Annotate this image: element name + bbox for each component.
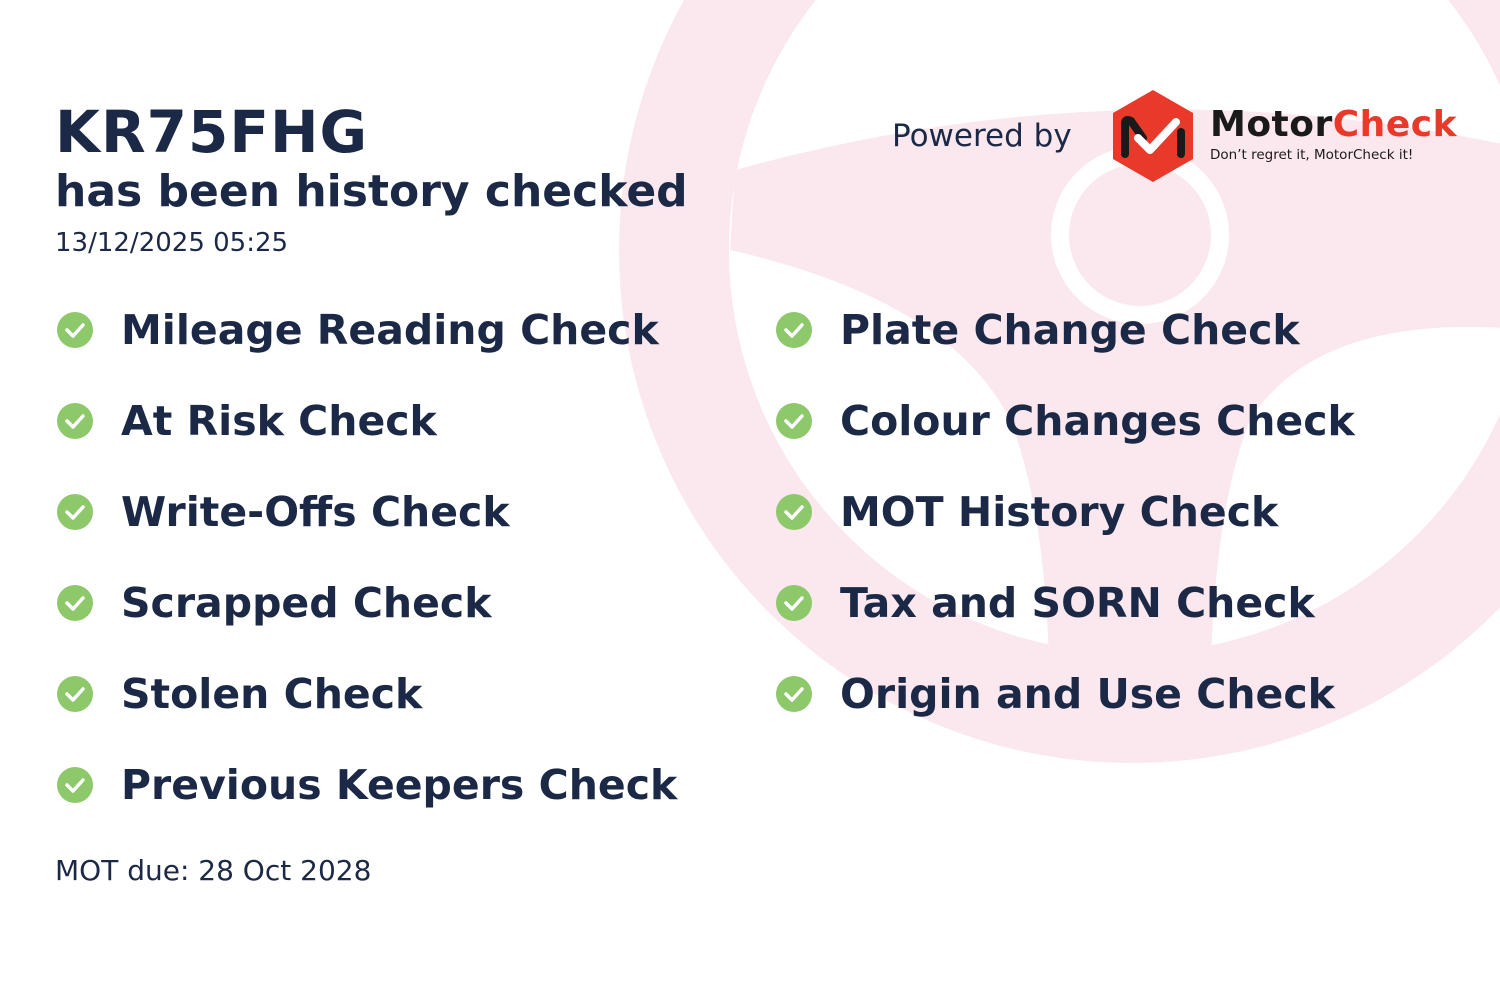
check-circle-icon (776, 312, 812, 348)
check-item: At Risk Check (57, 397, 437, 445)
check-circle-icon (57, 676, 93, 712)
check-label: Origin and Use Check (840, 670, 1335, 718)
check-label: At Risk Check (121, 397, 437, 445)
check-item: Previous Keepers Check (57, 761, 677, 809)
check-item: Origin and Use Check (776, 670, 1335, 718)
check-item: Plate Change Check (776, 306, 1300, 354)
check-item: Stolen Check (57, 670, 422, 718)
check-circle-icon (776, 585, 812, 621)
check-label: Write-Offs Check (121, 488, 510, 536)
mot-due-date: MOT due: 28 Oct 2028 (55, 854, 372, 887)
check-label: Scrapped Check (121, 579, 492, 627)
check-label: Mileage Reading Check (121, 306, 659, 354)
check-circle-icon (776, 403, 812, 439)
check-item: Colour Changes Check (776, 397, 1355, 445)
powered-by-label: Powered by (892, 118, 1072, 154)
brand-name-part2: Check (1332, 104, 1458, 145)
check-label: MOT History Check (840, 488, 1279, 536)
page-subtitle: has been history checked (55, 166, 688, 217)
check-label: Tax and SORN Check (840, 579, 1315, 627)
check-circle-icon (57, 403, 93, 439)
check-label: Stolen Check (121, 670, 423, 718)
check-circle-icon (57, 494, 93, 530)
check-circle-icon (57, 312, 93, 348)
check-label: Colour Changes Check (840, 397, 1355, 445)
motorcheck-logo-icon (1113, 90, 1193, 182)
check-circle-icon (57, 767, 93, 803)
check-circle-icon (776, 494, 812, 530)
check-item: Scrapped Check (57, 579, 492, 627)
check-item: Mileage Reading Check (57, 306, 659, 354)
brand-name-part1: Motor (1210, 104, 1333, 145)
vehicle-plate: KR75FHG (55, 98, 369, 166)
brand-tagline: Don’t regret it, MotorCheck it! (1210, 147, 1414, 163)
brand-name: MotorCheck (1210, 104, 1457, 145)
check-timestamp: 13/12/2025 05:25 (55, 228, 289, 258)
check-label: Plate Change Check (840, 306, 1300, 354)
check-item: MOT History Check (776, 488, 1278, 536)
check-label: Previous Keepers Check (121, 761, 678, 809)
check-item: Write-Offs Check (57, 488, 510, 536)
check-item: Tax and SORN Check (776, 579, 1315, 627)
check-circle-icon (57, 585, 93, 621)
check-circle-icon (776, 676, 812, 712)
